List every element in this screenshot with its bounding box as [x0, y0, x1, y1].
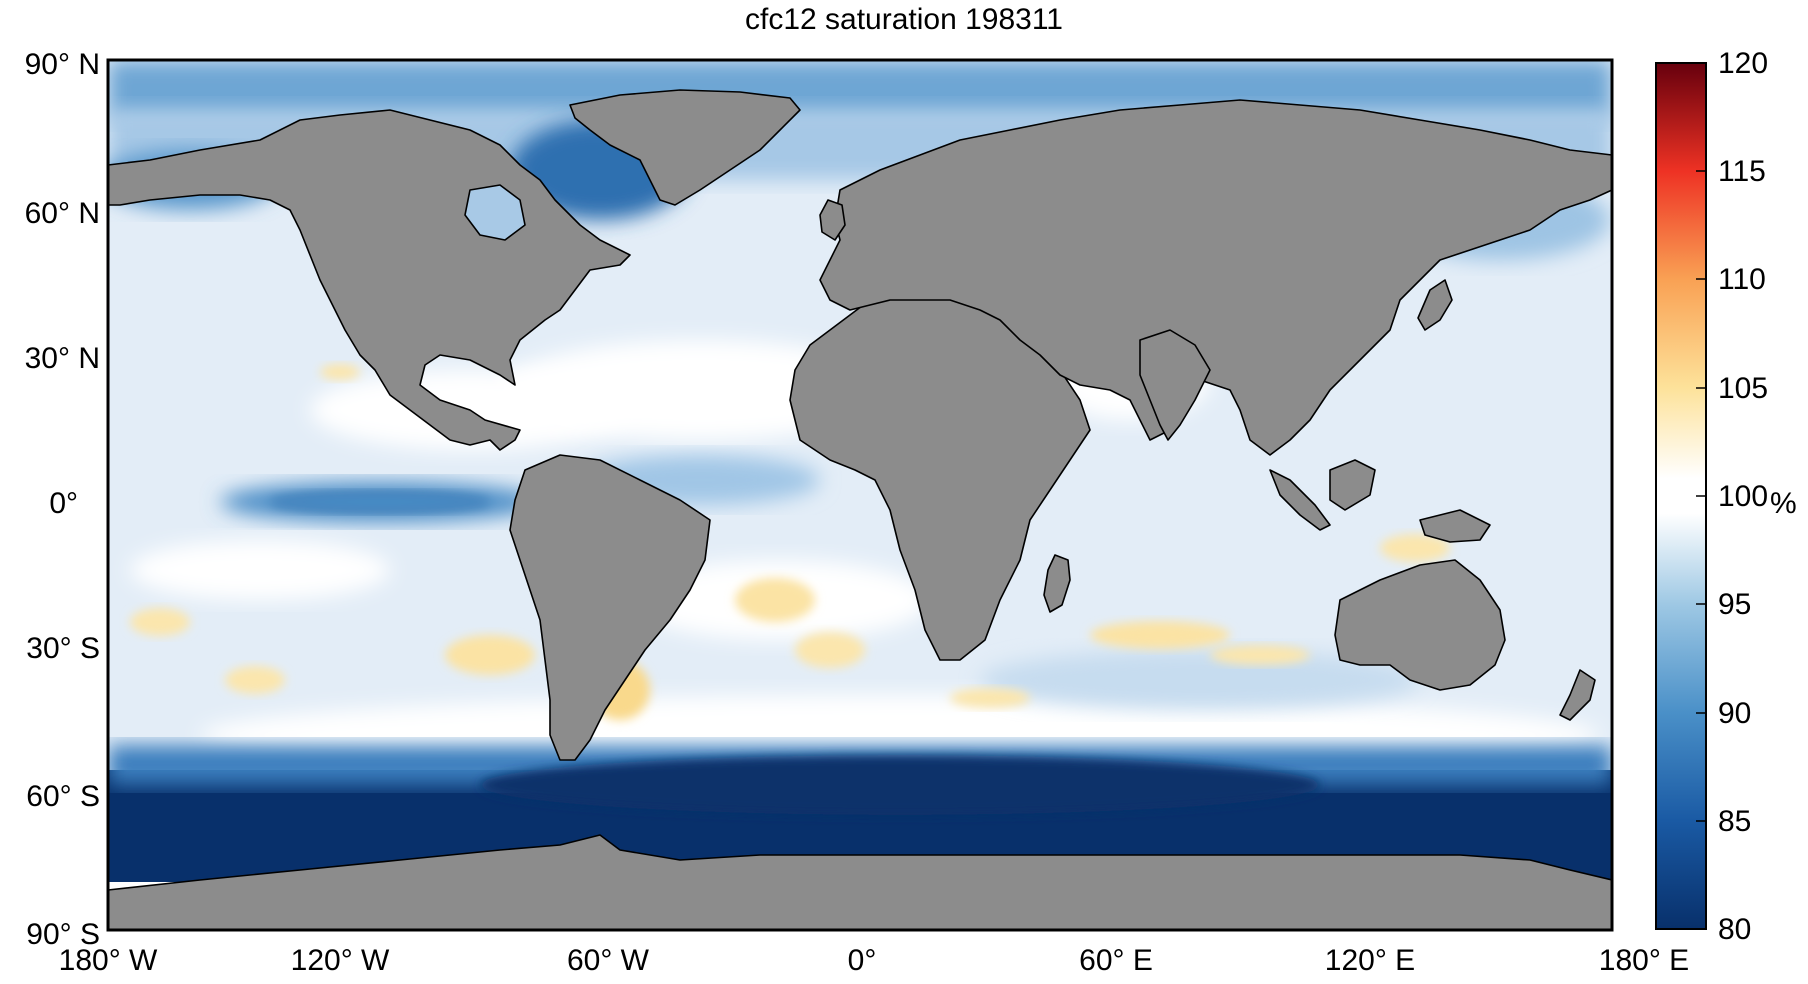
land-new-guinea	[1419, 509, 1491, 543]
map-plot-area	[108, 60, 1612, 930]
land-masses	[108, 89, 1612, 930]
land-antarctica	[108, 834, 1612, 930]
land-india	[1139, 329, 1211, 441]
land-borneo	[1329, 459, 1376, 511]
colorbar-tick-110: 110	[1718, 263, 1766, 296]
colorbar-tick-115: 115	[1718, 155, 1766, 188]
lon-label-120e: 120° E	[1324, 944, 1416, 977]
lon-label-0: 0°	[847, 944, 877, 977]
colorbar-tick-100: 100	[1718, 480, 1769, 513]
colorbar-tick-90: 90	[1718, 697, 1752, 730]
map-frame	[106, 58, 1614, 932]
lat-label-0: 0°	[49, 487, 78, 520]
lon-label-180e: 180° E	[1598, 944, 1690, 977]
land-australia	[1334, 559, 1506, 691]
lon-label-60e: 60° E	[1079, 944, 1153, 977]
lon-label-180w: 180° W	[58, 944, 158, 977]
colorbar-ticks	[1696, 62, 1706, 930]
land-south-america	[509, 454, 711, 761]
colorbar-tick-80: 80	[1718, 913, 1752, 946]
colorbar-tick-95: 95	[1718, 588, 1752, 621]
lon-label-60w: 60° W	[566, 944, 650, 977]
lat-label-90s: 90° S	[26, 918, 100, 951]
land-eurasia	[819, 99, 1612, 456]
land-greenland	[569, 89, 801, 206]
map-title: cfc12 saturation 198311	[744, 3, 1063, 36]
land-new-zealand	[1559, 669, 1596, 721]
colorbar-tick-120: 120	[1718, 47, 1769, 80]
lat-label-30n: 30° N	[24, 342, 100, 375]
lat-label-60n: 60° N	[24, 197, 100, 230]
lon-label-120w: 120° W	[290, 944, 390, 977]
colorbar-unit: %	[1770, 487, 1797, 520]
land-sumatra	[1269, 469, 1331, 531]
land-japan	[1417, 279, 1453, 331]
lat-label-60s: 60° S	[26, 780, 100, 813]
land-madagascar	[1043, 554, 1071, 613]
land-british-isles	[819, 199, 846, 241]
lat-label-90n: 90° N	[24, 48, 100, 81]
colorbar-tick-105: 105	[1718, 372, 1769, 405]
colorbar-tick-85: 85	[1718, 805, 1752, 838]
lat-label-30s: 30° S	[26, 632, 100, 665]
